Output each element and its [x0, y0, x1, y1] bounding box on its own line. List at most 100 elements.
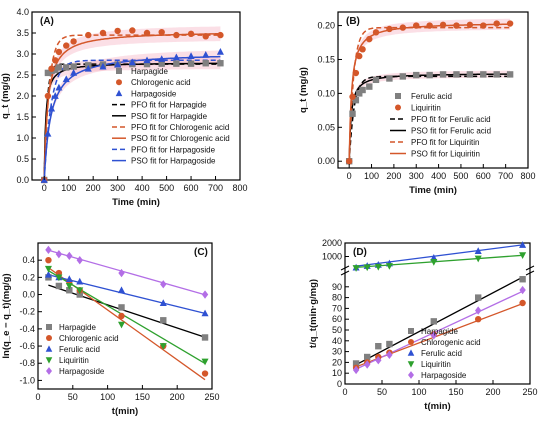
- legend-entry-label: Chlorogenic acid: [59, 334, 119, 343]
- fit-line: [48, 284, 206, 338]
- data-point: [356, 52, 363, 60]
- data-point: [201, 334, 209, 341]
- data-point: [51, 92, 59, 99]
- data-point: [453, 71, 460, 78]
- legend-entry-label: PFO fit for Liquiritin: [411, 138, 479, 147]
- legend-entry-label: PSO fit for Harpagoside: [131, 157, 216, 166]
- data-point: [216, 48, 224, 55]
- panel-label: (B): [346, 16, 360, 27]
- data-point: [172, 53, 180, 61]
- y-tick-label: 3.5: [16, 28, 29, 38]
- data-point: [187, 30, 195, 38]
- panel-c-frame: [37, 242, 213, 390]
- data-point: [475, 294, 482, 301]
- data-point: [52, 57, 59, 64]
- y-tick-label: 20: [332, 357, 342, 367]
- data-point: [374, 263, 382, 271]
- data-point: [466, 21, 474, 29]
- data-point: [160, 280, 167, 289]
- data-point: [466, 71, 474, 78]
- data-point: [62, 75, 70, 83]
- y-axis-title: t/q_t(min·g/mg): [308, 279, 319, 348]
- x-tick-label: 100: [411, 387, 426, 397]
- data-point: [386, 340, 393, 348]
- legend-entry-label: PSO fit for Chlorogenic acid: [131, 134, 230, 143]
- data-point: [45, 256, 52, 264]
- data-point: [413, 71, 420, 79]
- y-tick-label: 1.5: [16, 112, 29, 122]
- data-point: [65, 283, 73, 290]
- y-tick-label: 0.0: [22, 290, 35, 300]
- x-axis-title: t(min): [112, 406, 138, 417]
- data-point: [366, 83, 373, 90]
- data-point: [385, 263, 393, 270]
- data-point: [76, 277, 84, 285]
- data-point: [118, 268, 125, 278]
- legend-entry-label: Harpagide: [59, 323, 96, 332]
- fit-line: [48, 274, 206, 315]
- data-point: [399, 24, 407, 31]
- data-point: [99, 62, 107, 70]
- fit-line: [48, 270, 206, 364]
- data-point: [63, 64, 70, 71]
- data-point: [475, 316, 482, 323]
- data-point: [84, 64, 92, 72]
- data-point: [66, 251, 73, 261]
- data-point: [426, 22, 433, 29]
- legend-entry-label: PSO fit for Ferulic acid: [411, 127, 491, 136]
- data-point: [519, 285, 526, 295]
- fit-line: [355, 276, 523, 366]
- y-tick-label: 0.10: [317, 88, 335, 98]
- x-tick-label: 800: [520, 171, 535, 181]
- data-point: [201, 358, 209, 366]
- legend-marker-swatch: [408, 328, 414, 334]
- data-point: [386, 75, 393, 82]
- data-point: [439, 71, 447, 78]
- data-point: [475, 306, 482, 315]
- legend-entry-label: Harpagide: [421, 327, 458, 336]
- x-tick-label: 150: [448, 387, 463, 397]
- y-tick-label: 90: [332, 282, 342, 292]
- data-point: [76, 256, 83, 265]
- fit-line: [355, 290, 523, 370]
- x-tick-label: 200: [485, 387, 500, 397]
- data-point: [44, 69, 52, 77]
- y-tick-label: 50: [332, 325, 342, 335]
- data-point: [143, 29, 151, 37]
- x-tick-label: 200: [386, 171, 401, 181]
- data-point: [430, 318, 437, 325]
- data-point: [44, 265, 52, 273]
- legend-marker-swatch: [408, 371, 414, 379]
- legend-entry-label: PFO fit for Chlorogenic acid: [131, 123, 229, 132]
- data-point: [63, 42, 70, 49]
- data-point: [129, 27, 136, 34]
- data-point: [375, 343, 382, 350]
- data-point: [76, 291, 83, 298]
- data-point: [519, 241, 527, 248]
- data-point: [118, 304, 125, 311]
- data-point: [375, 356, 382, 365]
- y-tick-label: -1.0: [19, 375, 35, 385]
- legend-marker-swatch: [46, 367, 52, 375]
- data-point: [413, 22, 420, 29]
- data-point: [217, 31, 224, 39]
- data-point: [118, 321, 126, 329]
- y-tick-label: 0.05: [317, 122, 335, 132]
- legend-marker-swatch: [46, 324, 52, 330]
- x-tick-label: 300: [409, 171, 424, 181]
- data-point: [359, 86, 366, 94]
- data-point: [453, 22, 460, 29]
- data-point: [363, 264, 371, 272]
- fit-line: [356, 254, 523, 269]
- data-point: [48, 104, 56, 112]
- data-point: [202, 60, 209, 67]
- data-point: [55, 48, 63, 56]
- x-axis-title: Time (min): [409, 185, 457, 196]
- panel-label: (A): [40, 16, 54, 27]
- legend-marker-swatch: [45, 357, 53, 364]
- legend-entry-label: Harpagoside: [131, 89, 177, 98]
- data-point: [349, 110, 356, 117]
- y-tick-label: 10: [332, 368, 342, 378]
- data-point: [187, 52, 195, 59]
